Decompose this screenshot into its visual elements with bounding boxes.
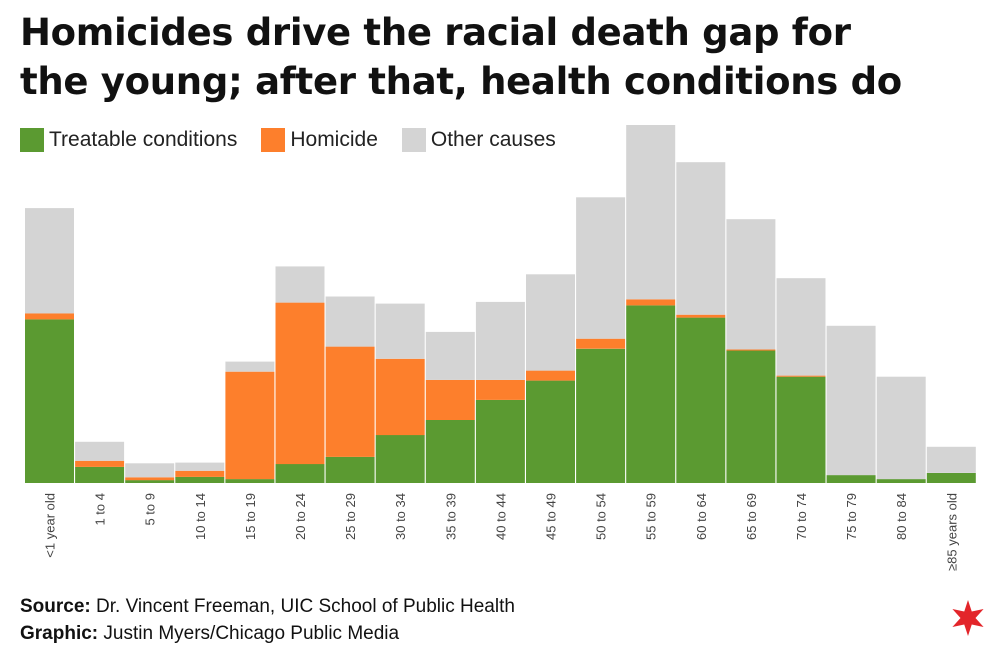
x-tick-label: 55 to 59: [644, 493, 659, 540]
bar-segment-other-causes-9: [475, 301, 525, 380]
bar-segment-homicide-11: [576, 338, 626, 349]
bar-segment-treatable-conditions-4: [225, 479, 275, 483]
bar-segment-other-causes-15: [776, 278, 826, 376]
x-tick-label: 25 to 29: [343, 493, 358, 540]
bar-segment-other-causes-7: [375, 303, 425, 359]
x-tick-label: 60 to 64: [694, 493, 709, 540]
bar-segment-other-causes-1: [75, 441, 125, 461]
bar-segment-other-causes-4: [225, 361, 275, 372]
x-tick-label: 45 to 49: [544, 493, 559, 540]
bar-segment-homicide-12: [626, 299, 676, 306]
bar-segment-treatable-conditions-2: [125, 480, 175, 483]
bar-segment-treatable-conditions-13: [676, 317, 726, 483]
bar-segment-homicide-0: [25, 313, 74, 320]
legend-swatch-other: [401, 128, 426, 152]
bar-segment-treatable-conditions-5: [275, 464, 325, 483]
bar-segment-other-causes-5: [275, 266, 325, 303]
bar-segment-treatable-conditions-18: [926, 473, 976, 483]
bar-segment-other-causes-18: [926, 446, 976, 473]
legend: Treatable conditions Homicide Other caus…: [20, 126, 580, 154]
graphic-line: Graphic: Justin Myers/Chicago Public Med…: [20, 620, 515, 647]
bar-segment-treatable-conditions-6: [325, 456, 375, 483]
bar-segment-treatable-conditions-15: [776, 376, 826, 483]
x-tick-label: 65 to 69: [744, 493, 759, 540]
x-tick-label: 15 to 19: [243, 493, 258, 540]
bar-segment-treatable-conditions-8: [425, 420, 475, 483]
bar-segment-homicide-4: [225, 371, 275, 480]
bar-segment-other-causes-10: [526, 274, 575, 371]
bar-segment-other-causes-6: [325, 296, 375, 347]
x-tick-label: 1 to 4: [93, 493, 108, 526]
red-six-point-star-icon: [952, 600, 984, 636]
x-tick-label: 80 to 84: [894, 493, 909, 540]
x-tick-label: ≥85 years old: [944, 493, 959, 571]
chart-title: Homicides drive the racial death gap for…: [20, 8, 980, 106]
bar-segment-homicide-15: [776, 375, 826, 377]
bar-segment-other-causes-12: [626, 125, 676, 300]
bar-segment-treatable-conditions-17: [876, 479, 926, 483]
bar-segment-homicide-7: [375, 358, 425, 436]
bar-segment-homicide-14: [726, 349, 776, 351]
x-tick-label: 70 to 74: [794, 493, 809, 540]
bar-segment-other-causes-16: [826, 325, 876, 476]
bar-segment-other-causes-17: [876, 376, 926, 480]
bar-segment-treatable-conditions-16: [826, 475, 876, 483]
x-tick-label: 20 to 24: [293, 493, 308, 540]
bar-segment-other-causes-11: [576, 197, 626, 339]
bar-segment-homicide-6: [325, 346, 375, 457]
legend-item-other: Other causes: [401, 128, 556, 152]
x-tick-label: 50 to 54: [594, 493, 609, 540]
bar-segment-homicide-13: [676, 314, 726, 318]
bar-segment-homicide-9: [475, 379, 525, 400]
bar-segment-other-causes-0: [25, 208, 74, 314]
source-text: Dr. Vincent Freeman, UIC School of Publi…: [90, 596, 515, 617]
legend-label-other: Other causes: [430, 128, 556, 151]
x-tick-label: 75 to 79: [844, 493, 859, 540]
bar-segment-other-causes-13: [676, 162, 726, 315]
bar-segment-other-causes-3: [175, 462, 225, 471]
x-tick-label: 5 to 9: [143, 493, 158, 526]
legend-item-homicide: Homicide: [261, 128, 378, 152]
bar-segment-treatable-conditions-3: [175, 476, 225, 483]
x-tick-label: 35 to 39: [443, 493, 458, 540]
bar-segment-other-causes-8: [425, 331, 475, 380]
bar-segment-homicide-5: [275, 302, 325, 465]
graphic-text: Justin Myers/Chicago Public Media: [98, 623, 400, 644]
legend-swatch-homicide: [261, 128, 286, 152]
bar-segment-homicide-3: [175, 470, 225, 477]
source-line: Source: Dr. Vincent Freeman, UIC School …: [20, 593, 515, 620]
chart-title-line-2: the young; after that, health conditions…: [20, 60, 902, 103]
bar-segment-treatable-conditions-1: [75, 466, 125, 483]
x-tick-label: <1 year old: [43, 493, 58, 558]
x-tick-label: 10 to 14: [193, 493, 208, 540]
bar-segment-other-causes-14: [726, 219, 776, 350]
bar-segment-homicide-2: [125, 477, 175, 481]
bar-segment-treatable-conditions-10: [526, 380, 575, 483]
legend-swatch-treatable: [20, 128, 44, 152]
bar-segment-treatable-conditions-7: [375, 435, 425, 483]
bar-segment-treatable-conditions-9: [475, 399, 525, 483]
bar-segment-treatable-conditions-11: [576, 348, 626, 484]
graphic-label: Graphic:: [20, 623, 99, 644]
bar-segment-treatable-conditions-12: [626, 305, 676, 483]
legend-item-treatable: Treatable conditions: [20, 128, 237, 152]
bar-segment-homicide-10: [526, 370, 575, 381]
legend-label-treatable: Treatable conditions: [49, 128, 238, 151]
source-label: Source:: [20, 596, 91, 617]
credits: Source: Dr. Vincent Freeman, UIC School …: [20, 593, 515, 647]
legend-label-homicide: Homicide: [290, 128, 378, 151]
chart-title-line-1: Homicides drive the racial death gap for: [20, 11, 851, 54]
bar-segment-other-causes-2: [125, 463, 175, 478]
bar-segment-treatable-conditions-0: [25, 319, 74, 483]
x-tick-label: 40 to 44: [493, 493, 508, 540]
bar-segment-treatable-conditions-14: [726, 350, 776, 483]
x-tick-label: 30 to 34: [393, 493, 408, 540]
bar-segment-homicide-8: [425, 379, 475, 420]
bar-segment-homicide-1: [75, 460, 125, 467]
